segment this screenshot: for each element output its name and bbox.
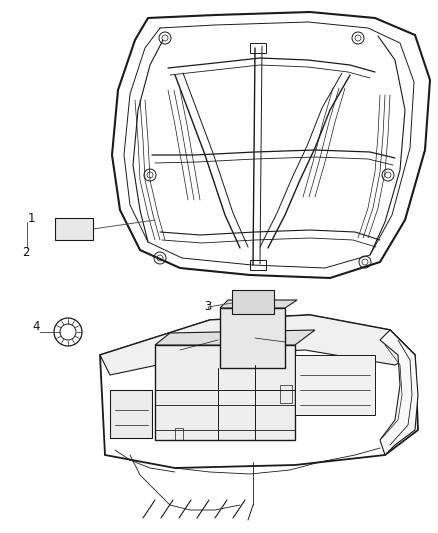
Polygon shape bbox=[155, 330, 315, 345]
Text: 3: 3 bbox=[204, 301, 212, 313]
Polygon shape bbox=[220, 308, 285, 368]
Polygon shape bbox=[295, 355, 375, 415]
Text: 1: 1 bbox=[28, 212, 35, 224]
Polygon shape bbox=[100, 315, 415, 375]
Bar bbox=[55, 218, 93, 240]
Polygon shape bbox=[155, 345, 295, 440]
Polygon shape bbox=[380, 330, 418, 455]
Bar bbox=[175, 428, 183, 440]
Polygon shape bbox=[220, 300, 297, 308]
Bar bbox=[232, 290, 274, 314]
Text: 2: 2 bbox=[22, 246, 29, 259]
Text: 4: 4 bbox=[32, 320, 39, 334]
Bar bbox=[250, 43, 266, 53]
Polygon shape bbox=[110, 390, 152, 438]
Polygon shape bbox=[100, 315, 418, 468]
Polygon shape bbox=[112, 12, 430, 278]
Bar bbox=[250, 260, 266, 270]
Bar bbox=[280, 385, 292, 403]
